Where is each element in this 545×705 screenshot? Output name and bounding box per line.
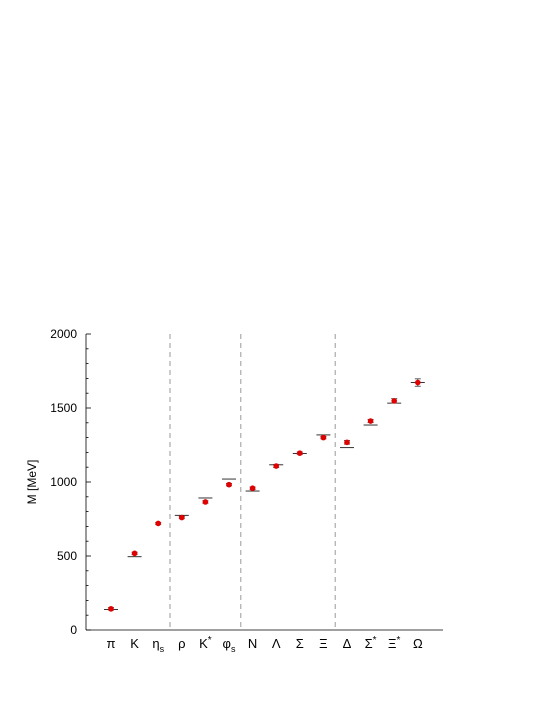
y-tick-label: 1500 [50, 401, 77, 415]
category-label: Ω [413, 636, 423, 651]
data-point [415, 379, 421, 386]
y-axis-ticks: 0 500 1000 1500 2000 [50, 327, 91, 637]
data-point [202, 499, 209, 505]
y-tick-label: 1000 [50, 475, 77, 489]
category-label: K* [199, 635, 212, 651]
category-label: K [130, 636, 139, 651]
y-axis-label: M [MeV] [25, 460, 39, 505]
category-label: Δ [343, 636, 352, 651]
data-point [273, 463, 280, 469]
data-point [249, 485, 256, 492]
category-label: ηs [152, 636, 164, 654]
data-point [155, 520, 161, 527]
category-label: Λ [272, 636, 281, 651]
group-separators [169, 334, 336, 630]
data-point [226, 481, 232, 488]
category-label: N [248, 636, 257, 651]
chart-frame [85, 334, 443, 631]
data-point [367, 418, 374, 424]
category-label: Σ [296, 636, 304, 651]
y-tick-label: 500 [57, 549, 77, 563]
category-label: Ξ* [388, 635, 400, 651]
data-point [391, 398, 398, 404]
data-point [297, 450, 303, 456]
data-point [108, 606, 114, 612]
data-point [320, 434, 327, 441]
data-point [179, 514, 185, 521]
category-label: Ξ [319, 636, 327, 651]
y-tick-label: 0 [70, 623, 77, 637]
category-label: Σ* [365, 635, 377, 651]
category-label: ρ [178, 636, 185, 651]
reference-lines [104, 382, 425, 610]
y-tick-label: 2000 [50, 327, 77, 341]
data-point [344, 439, 350, 446]
data-point [131, 550, 138, 557]
category-label: φs [223, 636, 236, 654]
category-label: π [107, 636, 116, 651]
data-points [108, 378, 421, 612]
